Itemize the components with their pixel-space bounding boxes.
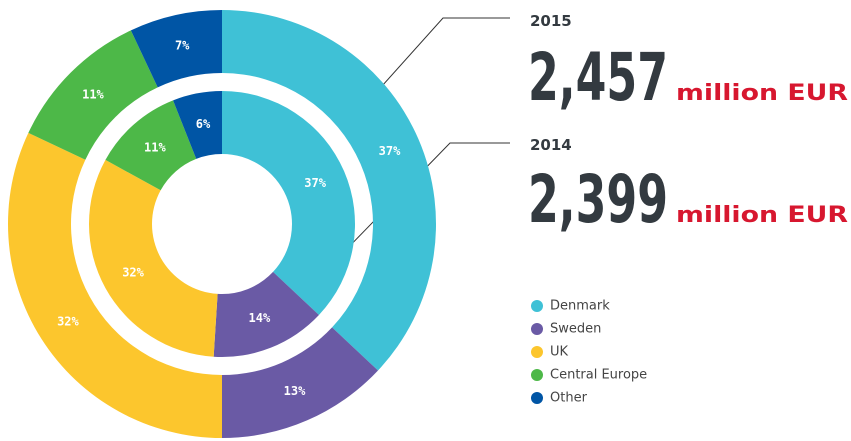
legend-label: Sweden (550, 322, 601, 337)
legend-label: Denmark (550, 299, 610, 314)
data-label: 11% (144, 140, 166, 154)
data-label: 37% (379, 144, 401, 158)
legend-label: UK (550, 345, 569, 360)
data-label: 13% (284, 384, 306, 398)
wedge (89, 159, 218, 357)
data-label: 32% (122, 265, 144, 279)
legend-swatch (531, 346, 543, 358)
wedge (222, 10, 436, 371)
wedge (222, 91, 355, 316)
data-label: 7% (175, 38, 190, 52)
total: 2,457 (528, 39, 668, 116)
legend-swatch (531, 300, 543, 312)
leader-line (364, 17, 510, 106)
legend-label: Other (550, 391, 588, 406)
legend-label: Central Europe (550, 368, 647, 383)
data-label: 32% (57, 314, 79, 328)
wedge (7, 132, 223, 438)
wedge (130, 10, 222, 88)
unit: million EUR (676, 203, 848, 228)
data-label: 6% (196, 117, 211, 131)
data-label: 14% (249, 311, 271, 325)
wedge (105, 100, 197, 191)
wedge (222, 327, 378, 438)
data-label: 37% (304, 176, 326, 190)
total: 2,399 (528, 161, 668, 238)
wedge (28, 30, 158, 160)
year-label: 2015 (530, 12, 572, 30)
data-label: 11% (82, 87, 104, 101)
unit: million EUR (676, 81, 848, 106)
year-label: 2014 (530, 136, 572, 154)
legend-swatch (531, 369, 543, 381)
wedge (173, 91, 222, 159)
wedge (213, 271, 319, 357)
legend-swatch (531, 323, 543, 335)
legend-swatch (531, 392, 543, 404)
